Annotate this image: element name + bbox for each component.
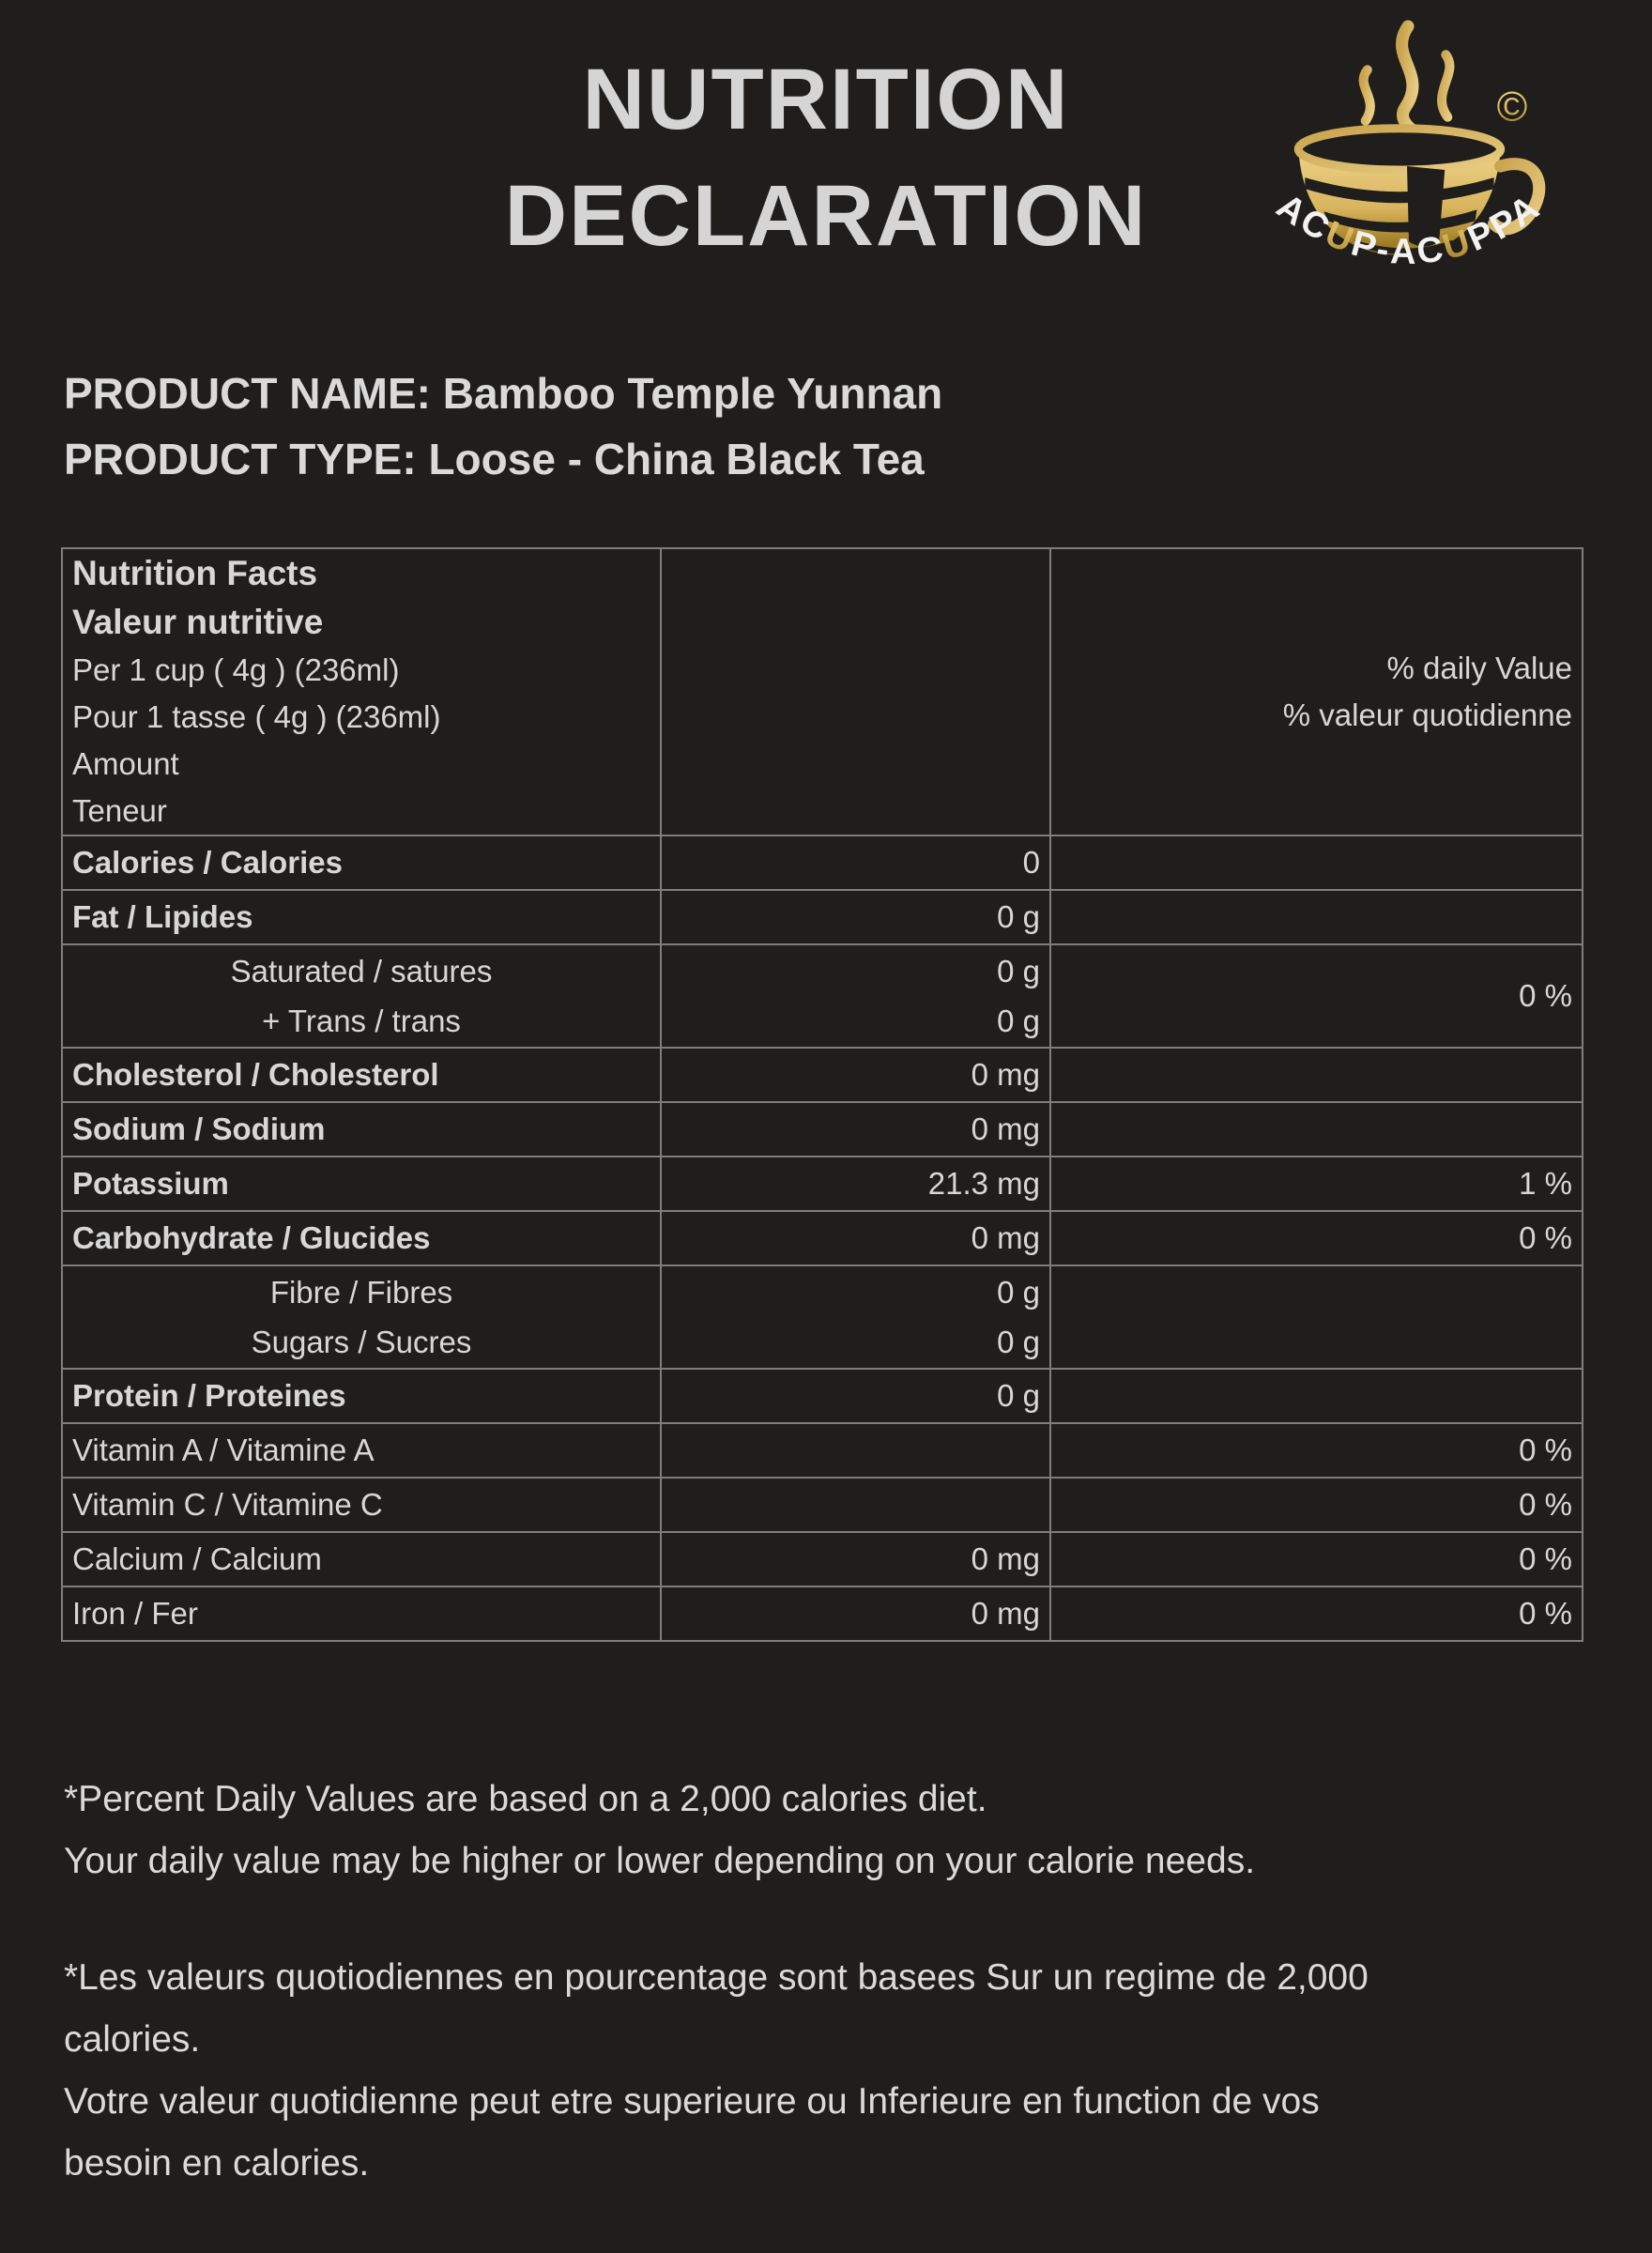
table-row: Fat / Lipides 0 g xyxy=(61,889,1583,945)
row-daily-value: 1 % xyxy=(1049,1156,1583,1212)
table-row: Carbohydrate / Glucides 0 mg 0 % xyxy=(61,1210,1583,1266)
table-row: Cholesterol / Cholesterol 0 mg xyxy=(61,1047,1583,1103)
row-daily-value xyxy=(1049,1368,1583,1424)
row-daily-value xyxy=(1049,1101,1583,1157)
table-row: Vitamin C / Vitamine C 0 % xyxy=(61,1477,1583,1533)
row-label: Calories / Calories xyxy=(61,835,662,891)
footnote-english: *Percent Daily Values are based on a 2,0… xyxy=(64,1779,1256,1881)
table-row: Calcium / Calcium 0 mg 0 % xyxy=(61,1531,1583,1587)
page-title-line1: NUTRITION xyxy=(582,52,1070,147)
daily-value-header-cell: % daily Value % valeur quotidienne xyxy=(1049,547,1583,836)
table-row: Protein / Proteines 0 g xyxy=(61,1368,1583,1424)
row-amount: 0 g xyxy=(660,889,1051,945)
table-row: Calories / Calories 0 xyxy=(61,835,1583,891)
amount-label-en: Amount xyxy=(72,746,179,781)
row-label: Vitamin C / Vitamine C xyxy=(61,1477,662,1533)
product-info: PRODUCT NAME: Bamboo Temple Yunnan PRODU… xyxy=(64,360,942,492)
row-label: Vitamin A / Vitamine A xyxy=(61,1422,662,1479)
serving-size-en: Per 1 cup ( 4g ) (236ml) xyxy=(72,652,400,687)
row-daily-value xyxy=(1049,1047,1583,1103)
steam-icon xyxy=(1358,20,1455,137)
table-row: Saturated / satures + Trans / trans 0 g … xyxy=(61,943,1583,1049)
row-daily-value: 0 % xyxy=(1049,1586,1583,1642)
row-amount: 0 mg xyxy=(660,1101,1051,1157)
daily-value-label-en: % daily Value xyxy=(1386,651,1572,685)
row-amount: 0 mg xyxy=(660,1210,1051,1266)
row-label: Fibre / Fibres Sugars / Sucres xyxy=(61,1264,662,1370)
page-title: NUTRITION DECLARATION xyxy=(0,41,1652,274)
brand-logo: © ACUP-ACUPPA xyxy=(1269,20,1546,272)
row-daily-value: 0 % xyxy=(1049,1531,1583,1587)
serving-size-fr: Pour 1 tasse ( 4g ) (236ml) xyxy=(72,699,441,734)
row-daily-value xyxy=(1049,889,1583,945)
row-label: Calcium / Calcium xyxy=(61,1531,662,1587)
table-row: Fibre / Fibres Sugars / Sucres 0 g 0 g xyxy=(61,1264,1583,1370)
footnote-french: *Les valeurs quotiodiennes en pourcentag… xyxy=(64,1957,1369,2184)
row-label: Saturated / satures + Trans / trans xyxy=(61,943,662,1049)
table-row: Iron / Fer 0 mg 0 % xyxy=(61,1586,1583,1642)
nutrition-facts-table: Nutrition Facts Valeur nutritive Per 1 c… xyxy=(61,547,1583,1642)
amount-label-fr: Teneur xyxy=(72,793,167,828)
table-row: Sodium / Sodium 0 mg xyxy=(61,1101,1583,1157)
row-amount: 0 mg xyxy=(660,1531,1051,1587)
row-daily-value: 0 % xyxy=(1049,943,1583,1049)
row-amount: 0 mg xyxy=(660,1047,1051,1103)
table-header-spacer xyxy=(660,547,1051,836)
page-title-line2: DECLARATION xyxy=(504,168,1148,264)
row-daily-value: 0 % xyxy=(1049,1210,1583,1266)
row-label: Cholesterol / Cholesterol xyxy=(61,1047,662,1103)
product-name-line: PRODUCT NAME: Bamboo Temple Yunnan xyxy=(64,369,943,418)
row-amount: 21.3 mg xyxy=(660,1156,1051,1212)
row-amount xyxy=(660,1422,1051,1479)
table-header-row: Nutrition Facts Valeur nutritive Per 1 c… xyxy=(61,547,1583,836)
row-label: Iron / Fer xyxy=(61,1586,662,1642)
copyright-icon: © xyxy=(1497,84,1528,130)
table-header-cell: Nutrition Facts Valeur nutritive Per 1 c… xyxy=(61,547,662,836)
row-label: Sodium / Sodium xyxy=(61,1101,662,1157)
table-row: Vitamin A / Vitamine A 0 % xyxy=(61,1422,1583,1479)
row-amount: 0 xyxy=(660,835,1051,891)
row-daily-value: 0 % xyxy=(1049,1422,1583,1479)
row-label: Potassium xyxy=(61,1156,662,1212)
table-title-fr: Valeur nutritive xyxy=(72,603,324,641)
row-amount: 0 mg xyxy=(660,1586,1051,1642)
row-daily-value xyxy=(1049,835,1583,891)
table-title-en: Nutrition Facts xyxy=(72,554,318,592)
footnotes: *Percent Daily Values are based on a 2,0… xyxy=(64,1769,1603,2195)
row-label: Carbohydrate / Glucides xyxy=(61,1210,662,1266)
cup-icon xyxy=(1293,124,1546,255)
row-label: Fat / Lipides xyxy=(61,889,662,945)
row-daily-value: 0 % xyxy=(1049,1477,1583,1533)
daily-value-label-fr: % valeur quotidienne xyxy=(1282,697,1572,732)
row-amount: 0 g 0 g xyxy=(660,943,1051,1049)
row-amount: 0 g xyxy=(660,1368,1051,1424)
product-type-line: PRODUCT TYPE: Loose - China Black Tea xyxy=(64,435,925,483)
row-amount xyxy=(660,1477,1051,1533)
table-row: Potassium 21.3 mg 1 % xyxy=(61,1156,1583,1212)
row-label: Protein / Proteines xyxy=(61,1368,662,1424)
row-daily-value xyxy=(1049,1264,1583,1370)
row-amount: 0 g 0 g xyxy=(660,1264,1051,1370)
